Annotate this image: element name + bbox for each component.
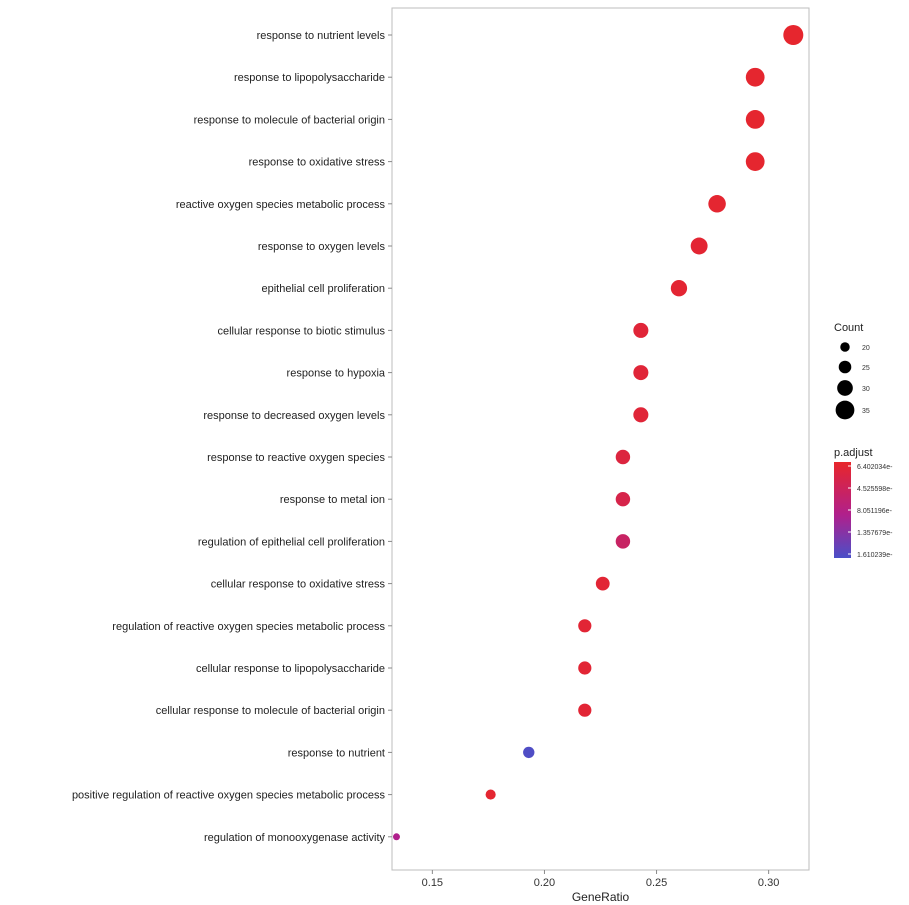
data-point bbox=[633, 365, 648, 380]
y-tick-label: cellular response to oxidative stress bbox=[211, 579, 386, 591]
data-point bbox=[578, 704, 591, 717]
padjust-legend-label: 1.357679e- bbox=[857, 530, 893, 537]
data-point bbox=[746, 152, 765, 171]
data-point bbox=[708, 195, 726, 213]
data-point bbox=[578, 661, 591, 674]
padjust-legend-label: 6.402034e- bbox=[857, 464, 893, 471]
y-tick-label: regulation of monooxygenase activity bbox=[204, 832, 385, 844]
y-tick-label: response to decreased oxygen levels bbox=[203, 410, 385, 422]
data-point bbox=[783, 25, 803, 45]
y-tick-label: positive regulation of reactive oxygen s… bbox=[72, 790, 386, 802]
count-legend-dot bbox=[837, 380, 853, 396]
y-tick-label: reactive oxygen species metabolic proces… bbox=[176, 199, 386, 211]
count-legend: Count 20 25 30 35 bbox=[834, 322, 870, 419]
count-legend-label: 30 bbox=[862, 386, 870, 393]
data-point bbox=[393, 833, 400, 840]
data-point bbox=[671, 280, 687, 296]
y-tick-label: response to oxidative stress bbox=[249, 157, 386, 169]
x-axis: 0.15 0.20 0.25 0.30 bbox=[422, 870, 780, 889]
padjust-legend-label: 4.525598e- bbox=[857, 486, 893, 493]
y-tick-label: response to hypoxia bbox=[287, 368, 386, 380]
data-point bbox=[578, 619, 591, 632]
count-legend-dot bbox=[836, 401, 855, 420]
y-tick-label: cellular response to lipopolysaccharide bbox=[196, 663, 385, 675]
y-tick-label: response to nutrient bbox=[288, 747, 385, 759]
x-tick-label: 0.15 bbox=[422, 877, 443, 889]
padjust-legend-label: 1.610239e- bbox=[857, 552, 893, 559]
data-point bbox=[691, 238, 708, 255]
count-legend-dot bbox=[840, 342, 849, 351]
x-tick-label: 0.20 bbox=[534, 877, 555, 889]
data-point bbox=[633, 323, 648, 338]
count-legend-label: 25 bbox=[862, 365, 870, 372]
y-tick-label: response to lipopolysaccharide bbox=[234, 72, 385, 84]
y-tick-label: regulation of epithelial cell proliferat… bbox=[198, 536, 385, 548]
data-point bbox=[523, 747, 534, 758]
data-point bbox=[633, 407, 648, 422]
data-point bbox=[746, 68, 765, 87]
x-tick-label: 0.30 bbox=[758, 877, 779, 889]
padjust-legend: p.adjust 6.402034e- 4.525598e- 8.051196e- 1… bbox=[834, 447, 893, 559]
x-axis-title: GeneRatio bbox=[572, 890, 630, 904]
y-tick-label: response to reactive oxygen species bbox=[207, 452, 385, 464]
y-tick-label: cellular response to biotic stimulus bbox=[217, 325, 385, 337]
count-legend-title: Count bbox=[834, 322, 863, 334]
data-point bbox=[596, 577, 610, 591]
data-point bbox=[746, 110, 765, 129]
x-tick-label: 0.25 bbox=[646, 877, 667, 889]
count-legend-label: 35 bbox=[862, 408, 870, 415]
y-tick-label: response to nutrient levels bbox=[257, 30, 386, 42]
count-legend-dot bbox=[839, 361, 852, 374]
y-tick-label: response to molecule of bacterial origin bbox=[194, 114, 385, 126]
count-legend-label: 20 bbox=[862, 345, 870, 352]
padjust-legend-title: p.adjust bbox=[834, 447, 873, 459]
plot-panel bbox=[392, 8, 809, 870]
data-point bbox=[616, 450, 630, 464]
y-axis-labels: response to nutrient levels response to l… bbox=[72, 30, 392, 844]
y-tick-label: cellular response to molecule of bacteri… bbox=[156, 705, 385, 717]
data-point bbox=[486, 790, 496, 800]
data-point bbox=[616, 492, 630, 506]
y-tick-label: epithelial cell proliferation bbox=[261, 283, 385, 295]
y-tick-label: regulation of reactive oxygen species me… bbox=[112, 621, 385, 633]
data-point bbox=[616, 534, 630, 548]
y-tick-label: response to oxygen levels bbox=[258, 241, 386, 253]
y-tick-label: response to metal ion bbox=[280, 494, 385, 506]
padjust-legend-label: 8.051196e- bbox=[857, 508, 893, 515]
